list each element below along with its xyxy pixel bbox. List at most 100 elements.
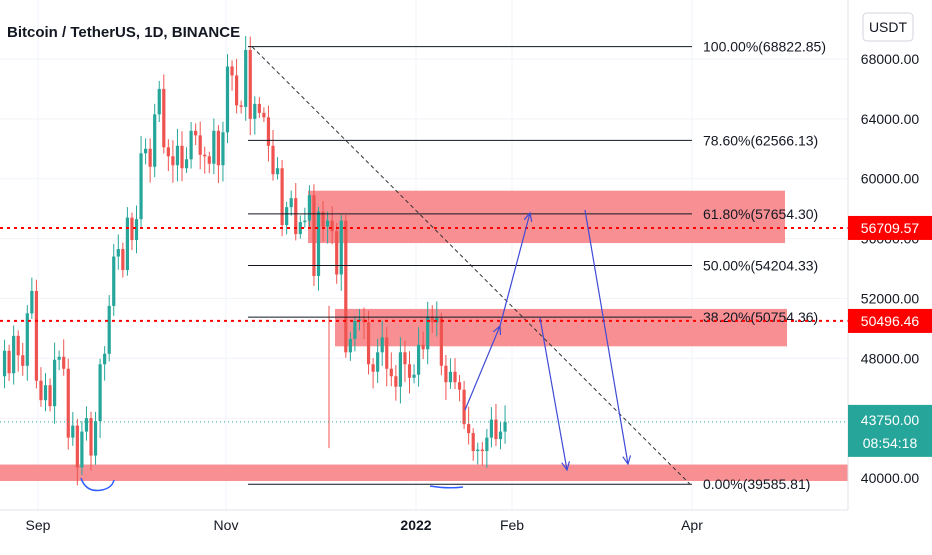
candle-body: [221, 132, 225, 166]
user-drawings: [80, 209, 632, 492]
candle-body: [457, 382, 462, 390]
candle-body: [7, 350, 11, 374]
candle-body: [371, 364, 375, 372]
candle-body: [353, 320, 357, 339]
candle-body: [439, 317, 443, 366]
candle-body: [376, 352, 380, 372]
candle-body: [30, 290, 34, 314]
price-tag-label: 50496.46: [861, 313, 920, 329]
candle-body: [294, 198, 298, 235]
candle-body: [262, 112, 266, 118]
candle-body: [275, 168, 280, 175]
candle-body: [285, 207, 289, 226]
candle-body: [235, 75, 239, 106]
candle-body: [312, 195, 316, 276]
candle-body: [307, 195, 311, 221]
candle-body: [298, 222, 302, 235]
candle-body: [57, 356, 61, 360]
price-tag: [848, 215, 932, 240]
fib-level-label: 38.20%(50754.36): [703, 309, 818, 325]
candle-body: [280, 168, 284, 226]
candle-body: [2, 350, 7, 377]
currency-button[interactable]: USDT: [862, 12, 914, 42]
candle-body: [130, 217, 134, 241]
fib-level-label: 0.00%(39585.81): [703, 476, 810, 492]
candle-body: [462, 389, 466, 425]
arrow-line: [464, 325, 501, 411]
candle-body: [467, 424, 471, 434]
last-price-tag: [848, 404, 932, 457]
arrow-line: [539, 317, 568, 471]
candle-body: [348, 338, 352, 353]
fib-level-label: 78.60%(62566.13): [703, 132, 818, 148]
candle-body: [494, 419, 498, 440]
candle-body: [330, 220, 334, 232]
candle-body: [107, 305, 111, 354]
supply-demand-zones: [0, 190, 848, 481]
candle-body: [366, 322, 371, 365]
candle-body: [134, 219, 139, 241]
time-axis-tick: 2022: [400, 517, 431, 533]
price-axis-tick: 64000.00: [861, 111, 920, 127]
time-axis-tick: Nov: [214, 517, 239, 533]
arrow-line: [584, 209, 629, 465]
candle-body: [203, 154, 207, 157]
candle-body: [216, 130, 220, 166]
candle-body: [421, 344, 425, 350]
candle-body: [426, 316, 430, 350]
candle-body: [112, 256, 116, 306]
candle-body: [480, 449, 484, 452]
last-price-label: 43750.00: [861, 412, 920, 428]
candle-body: [485, 437, 489, 452]
candle-body: [198, 135, 202, 155]
candle-body: [144, 148, 148, 154]
candle-body: [326, 220, 330, 227]
candle-body: [16, 335, 20, 356]
candle-body: [162, 88, 166, 148]
price-tag: [848, 308, 932, 333]
price-zone: [308, 190, 785, 244]
candle-body: [335, 231, 339, 275]
arrow-head: [561, 461, 571, 472]
candle-body: [303, 220, 307, 223]
candle-body: [189, 130, 193, 160]
candle-body: [12, 335, 16, 374]
candle-body: [417, 344, 421, 375]
candle-body: [43, 385, 48, 401]
candle-body: [66, 368, 70, 438]
candle-body: [148, 148, 152, 167]
candle-body: [407, 364, 412, 378]
chart-title: Bitcoin / TetherUS, 1D, BINANCE: [7, 24, 240, 41]
candle-body: [503, 421, 507, 432]
candle-body: [321, 211, 325, 227]
candle-body: [230, 66, 234, 76]
fib-level-label: 50.00%(54204.33): [703, 257, 818, 273]
currency-button-label: USDT: [869, 19, 908, 35]
candle-body: [39, 380, 43, 401]
candle-body: [389, 368, 393, 377]
candle-body: [476, 449, 480, 452]
candle-body: [103, 353, 107, 365]
candle-body: [175, 145, 180, 166]
candle-body: [157, 88, 161, 115]
fib-level-label: 100.00%(68822.85): [703, 39, 826, 55]
candle-body: [453, 371, 457, 383]
hand-drawn-underline: [429, 485, 464, 489]
candle-body: [153, 114, 157, 167]
candle-body: [75, 425, 79, 468]
candle-body: [171, 156, 175, 166]
candle-body: [116, 249, 120, 257]
time-axis: Sep Nov 2022 Feb Apr: [0, 509, 932, 550]
candle-body: [80, 431, 84, 468]
candle-body: [98, 364, 102, 422]
candle-body: [403, 352, 407, 365]
candle-body: [225, 66, 230, 133]
time-axis-tick: Feb: [500, 517, 524, 533]
candle-body: [121, 249, 125, 270]
arrow-head: [523, 211, 533, 222]
candle-body: [430, 316, 434, 323]
candle-body: [489, 419, 493, 438]
price-zone: [335, 308, 787, 347]
